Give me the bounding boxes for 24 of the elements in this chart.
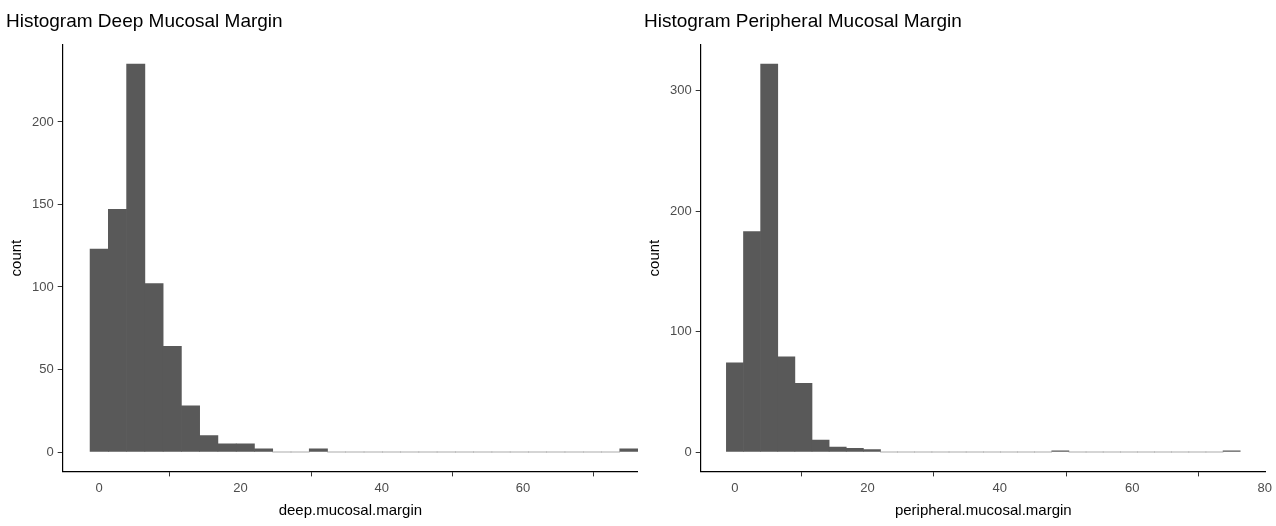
x-tick-label: 40 xyxy=(992,479,1008,495)
x-tick-label: 80 xyxy=(1257,479,1272,495)
y-axis-title: count xyxy=(7,238,25,277)
y-tick-label: 200 xyxy=(31,113,54,129)
y-tick-label: 100 xyxy=(31,278,54,294)
y-tick-label: 50 xyxy=(39,361,54,377)
x-tick-label: 60 xyxy=(515,479,531,495)
y-tick-label: 150 xyxy=(31,196,54,212)
y-tick-label: 0 xyxy=(46,443,54,459)
x-tick-label: 20 xyxy=(233,479,248,495)
x-axis-title: deep.mucosal.margin xyxy=(278,501,423,519)
x-axis-title: peripheral.mucosal.margin xyxy=(894,501,1072,519)
x-tick-label: 40 xyxy=(374,479,389,495)
y-tick-label: 0 xyxy=(684,443,692,459)
chart-title: Histogram Deep Mucosal Margin xyxy=(6,9,283,31)
x-tick-label: 0 xyxy=(731,479,739,495)
y-tick-label: 200 xyxy=(669,202,692,218)
y-axis-title: count xyxy=(645,238,663,277)
chart-title: Histogram Peripheral Mucosal Margin xyxy=(644,9,962,31)
x-tick-label: 60 xyxy=(1125,479,1140,495)
x-tick-label: 20 xyxy=(860,479,875,495)
x-tick-label: 0 xyxy=(95,479,103,495)
y-tick-label: 300 xyxy=(669,82,692,98)
y-tick-label: 100 xyxy=(669,323,692,339)
